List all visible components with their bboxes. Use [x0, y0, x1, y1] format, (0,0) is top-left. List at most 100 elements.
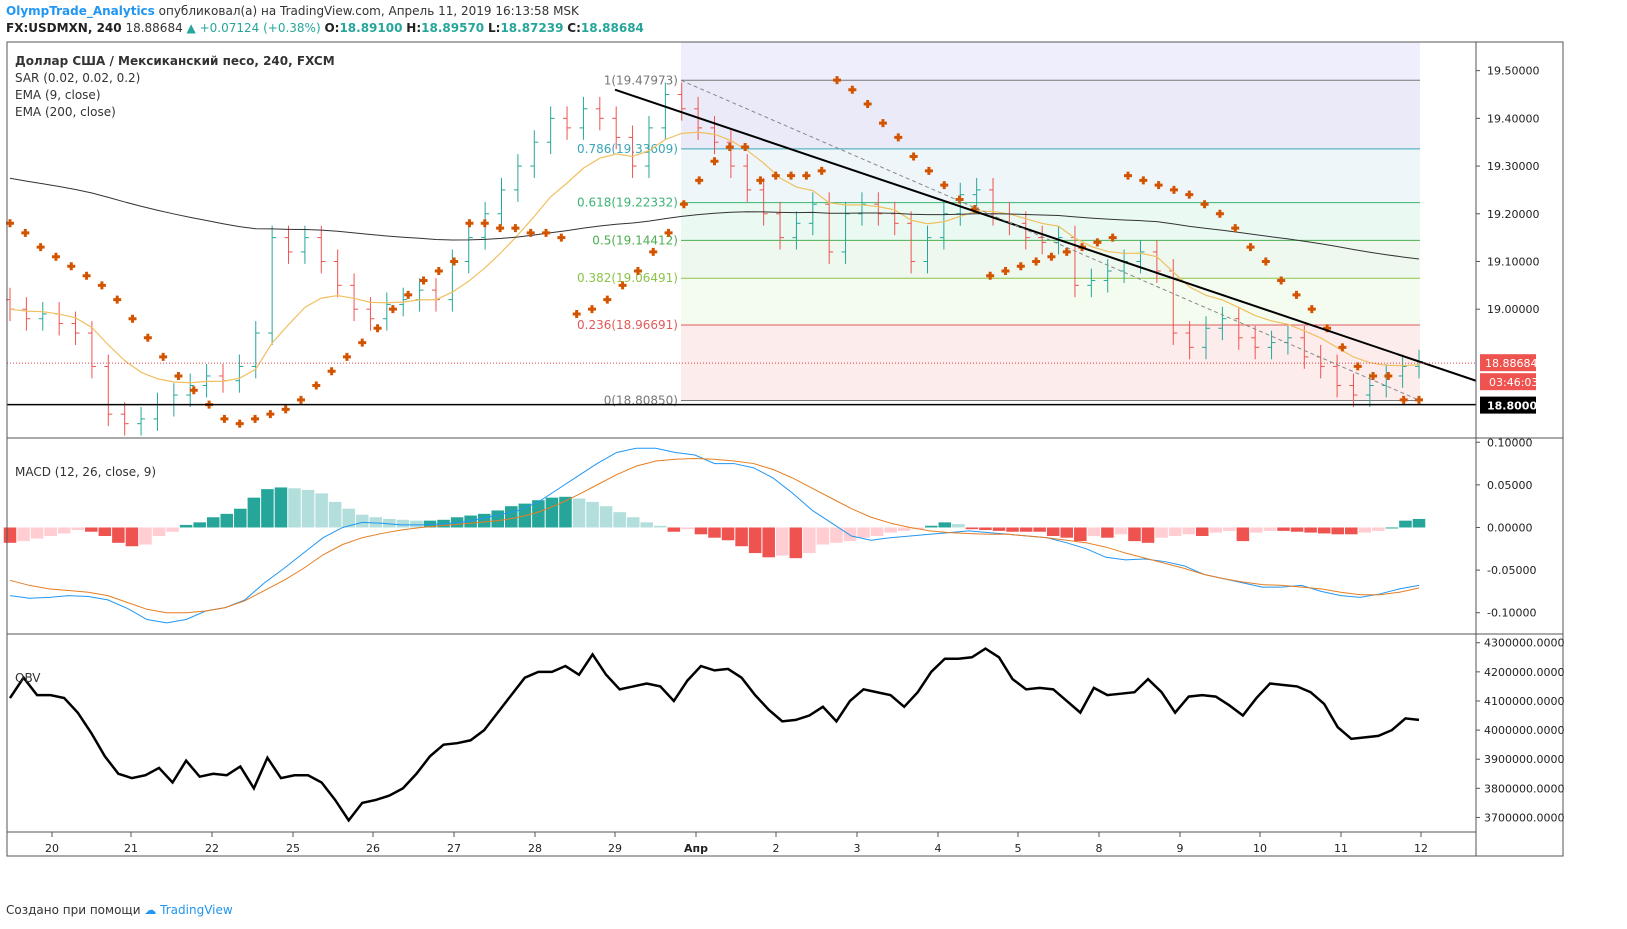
- footer-brand-link[interactable]: TradingView: [160, 903, 233, 917]
- sar-dot: [1169, 185, 1178, 194]
- macd-histogram-bar: [924, 525, 938, 528]
- sar-dot: [434, 267, 443, 276]
- macd-histogram-bar: [112, 527, 125, 543]
- macd-histogram-bar: [355, 514, 369, 528]
- price-tick-label: 19.00000: [1487, 303, 1540, 316]
- sar-dot: [756, 176, 765, 185]
- macd-histogram-bar: [938, 522, 952, 528]
- sar-dot: [251, 414, 260, 423]
- macd-histogram-bar: [654, 525, 667, 528]
- macd-histogram-bar: [992, 527, 1006, 531]
- time-tick-label: 21: [124, 842, 138, 855]
- sar-dot: [143, 333, 152, 342]
- sar-dot: [450, 257, 459, 266]
- sar-dot: [603, 295, 612, 304]
- macd-histogram-bar: [1209, 527, 1223, 533]
- macd-histogram-bar: [505, 506, 518, 528]
- macd-histogram-bar: [1114, 527, 1128, 535]
- sar-dot: [649, 247, 658, 256]
- sar-dot: [388, 305, 397, 314]
- sar-dot: [67, 262, 76, 271]
- obv-tick-label: 4000000.0000: [1484, 724, 1564, 737]
- fib-label-5: 0.236(18.96691): [577, 318, 678, 332]
- macd-histogram-bar: [1372, 527, 1385, 531]
- sar-dot: [419, 276, 428, 285]
- macd-histogram-bar: [1046, 527, 1060, 536]
- countdown-badge: [1480, 373, 1536, 391]
- time-tick-label: 28: [528, 842, 542, 855]
- fib-zone-0: [681, 80, 1420, 149]
- last-price-badge-text: 18.88684: [1485, 357, 1538, 370]
- sar-dot: [465, 219, 474, 228]
- sar-dot: [220, 414, 229, 423]
- sar-dot: [940, 181, 949, 190]
- sar-dot: [633, 267, 642, 276]
- macd-histogram-bar: [3, 527, 17, 543]
- fib-label-3: 0.5(19.14412): [592, 233, 678, 247]
- fib-zone-top: [681, 42, 1420, 81]
- macd-tick-label: 0.10000: [1487, 436, 1533, 449]
- macd-histogram-bar: [1385, 527, 1399, 529]
- sar-dot: [159, 352, 168, 361]
- sar-dot: [1353, 362, 1362, 371]
- macd-histogram-bar: [1250, 527, 1263, 533]
- sar-dot: [342, 352, 351, 361]
- time-tick-label: Апр: [684, 842, 708, 855]
- sar-dot: [1277, 276, 1286, 285]
- macd-histogram-bar: [1358, 527, 1372, 533]
- open-value: 18.89100: [339, 21, 403, 35]
- sar-dot: [572, 309, 581, 318]
- macd-histogram-bar: [816, 527, 830, 545]
- macd-histogram-bar: [789, 527, 803, 559]
- macd-histogram-bar: [870, 527, 884, 536]
- macd-histogram-bar: [342, 508, 355, 528]
- obv-tick-label: 4300000.0000: [1484, 637, 1564, 650]
- macd-histogram-bar: [315, 493, 328, 528]
- macd-histogram-bar: [1060, 527, 1074, 538]
- sar-dot: [189, 386, 198, 395]
- macd-histogram-bar: [44, 527, 57, 536]
- fib-diagonal: [680, 79, 1421, 402]
- sar-dot: [1369, 371, 1378, 380]
- macd-histogram-bar: [1399, 520, 1412, 528]
- low-value: 18.87239: [500, 21, 564, 35]
- sar-dot: [955, 195, 964, 204]
- fib-zone-5: [681, 324, 1420, 401]
- macd-histogram-bar: [626, 517, 640, 528]
- time-tick-label: 5: [1015, 842, 1022, 855]
- macd-histogram-bar: [193, 522, 206, 528]
- macd-tick-label: -0.10000: [1487, 607, 1536, 620]
- author-link[interactable]: OlympTrade_Analytics: [6, 4, 155, 18]
- sar-dot: [679, 200, 688, 209]
- time-tick-label: 2: [773, 842, 780, 855]
- macd-histogram-bar: [125, 527, 139, 547]
- published-text: опубликовал(а) на TradingView.com, Апрел…: [158, 4, 579, 18]
- sar-dot: [1001, 267, 1010, 276]
- time-tick-label: 20: [45, 842, 59, 855]
- sar-dot: [97, 281, 106, 290]
- footer: Создано при помощи ☁ TradingView: [6, 903, 233, 917]
- macd-histogram-bar: [694, 527, 708, 535]
- sar-dot: [281, 405, 290, 414]
- macd-histogram-bar: [1290, 527, 1304, 532]
- sar-dot: [557, 233, 566, 242]
- macd-histogram-bar: [1195, 527, 1209, 536]
- sar-dot: [1307, 305, 1316, 314]
- sar-dot: [817, 166, 826, 175]
- macd-histogram-bar: [383, 518, 396, 528]
- macd-histogram-bar: [1317, 527, 1331, 534]
- sar-dot: [511, 224, 520, 233]
- sar-dot: [404, 290, 413, 299]
- macd-histogram-bar: [247, 497, 261, 528]
- footer-created: Создано при помощи: [6, 903, 141, 917]
- sar-dot: [36, 243, 45, 252]
- macd-tick-label: 0.05000: [1487, 479, 1533, 492]
- macd-histogram-bar: [708, 527, 721, 538]
- symbol-label: FX:USDMXN, 240: [6, 21, 122, 35]
- macd-histogram-bar: [491, 510, 505, 528]
- sar-dot: [741, 142, 750, 151]
- macd-histogram-bar: [667, 527, 681, 532]
- sar-dot: [235, 419, 244, 428]
- support-badge-text: 18.80000: [1487, 400, 1545, 413]
